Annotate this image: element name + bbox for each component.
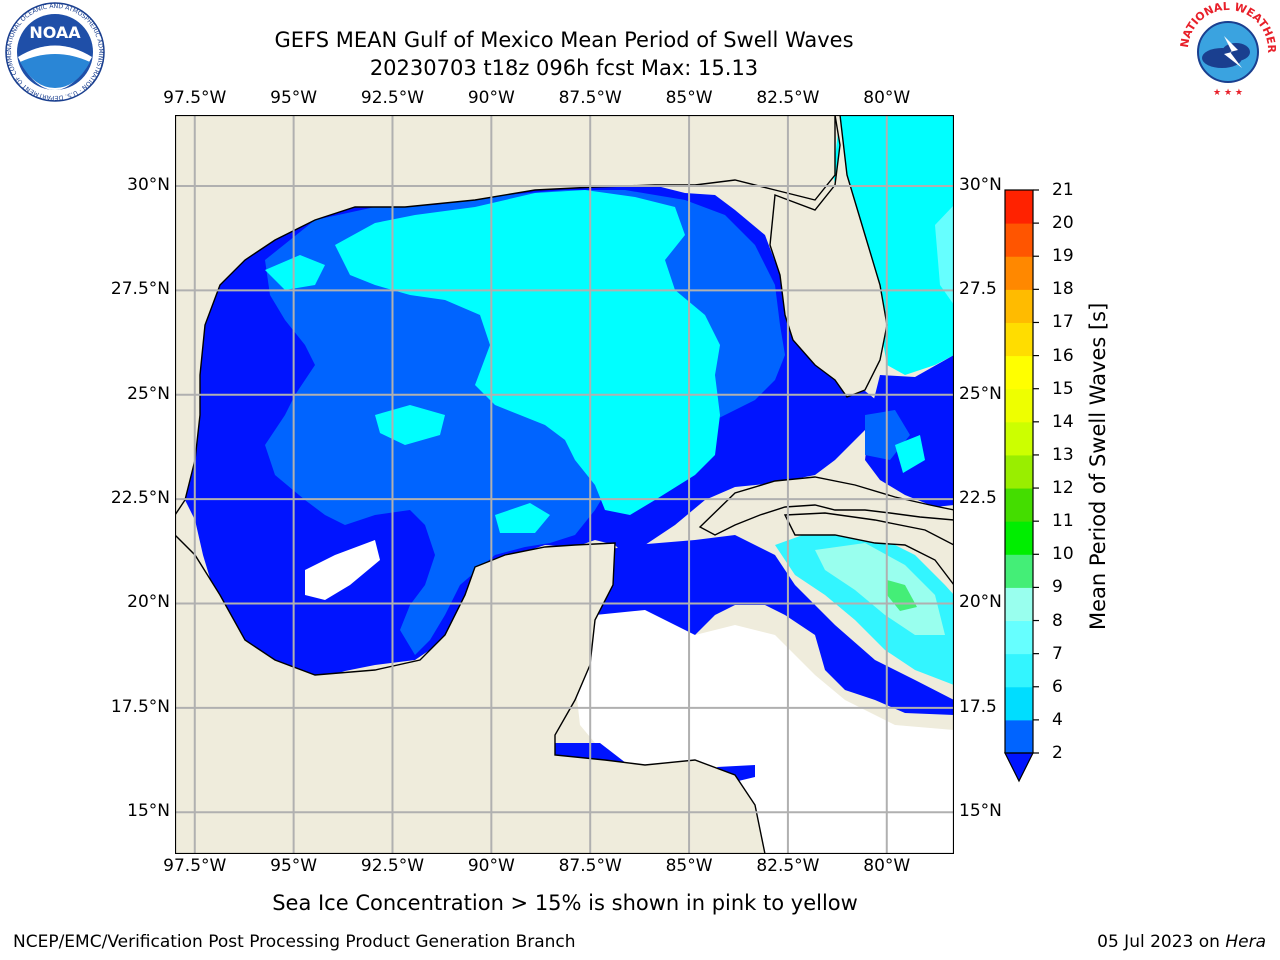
map-subtitle: 20230703 t18z 096h fcst Max: 15.13 — [369, 56, 759, 80]
atlantic-swell-field-4s — [833, 115, 954, 375]
colorbar — [1004, 189, 1039, 783]
machine-name: Hera — [1225, 932, 1266, 952]
lon-tick-label-bottom: 95°W — [270, 856, 318, 876]
noaa-logo: NATIONAL OCEANIC AND ATMOSPHERIC ADMINIS… — [4, 2, 105, 102]
colorbar-tick-label: 15 — [1052, 378, 1074, 399]
colorbar-tick-label: 12 — [1052, 478, 1074, 499]
caribbean-land-east — [783, 512, 954, 587]
colorbar-segment — [1005, 719, 1033, 754]
lon-tick-label-bottom: 92.5°W — [360, 856, 425, 876]
colorbar-under-extension — [1004, 752, 1034, 783]
lat-tick-label-right: 27.5 — [959, 279, 997, 300]
map-frame — [175, 115, 954, 854]
mexico-land — [175, 534, 766, 854]
caribbean-swell-field-7s — [815, 543, 945, 635]
lon-tick-label-bottom: 82.5°W — [756, 856, 820, 876]
lon-tick-label-bottom: 87.5°W — [558, 856, 622, 876]
lat-tick-label-right: 22.5 — [959, 488, 997, 509]
colorbar-tick-label: 10 — [1052, 544, 1074, 565]
graticule — [175, 115, 954, 854]
caribbean-swell-field-4s — [775, 527, 954, 685]
cuba-land — [698, 476, 954, 536]
lat-tick-label-left: 30°N — [127, 174, 170, 195]
colorbar-frame — [1004, 189, 1034, 754]
colorbar-tick-label: 7 — [1052, 643, 1063, 664]
nws-logo: NATIONAL WEATHER SERVICE ★ ★ ★ — [1176, 0, 1278, 98]
strait-patch — [895, 435, 925, 473]
colorbar-tick-label: 18 — [1052, 279, 1074, 300]
caribbean-swell-field-under — [575, 535, 954, 715]
map-panel — [175, 115, 954, 854]
colorbar-segment — [1005, 190, 1033, 224]
lat-tick-label-right: 17.5 — [959, 696, 997, 717]
gulf-swell-patch — [495, 503, 550, 533]
colorbar-segment — [1005, 587, 1033, 622]
no-data-region — [575, 610, 954, 854]
atlantic-swell-field-6s — [935, 205, 954, 305]
colorbar-segment — [1005, 223, 1033, 257]
colorbar-tick-label: 4 — [1052, 709, 1063, 730]
noaa-logo-text: NOAA — [29, 23, 81, 42]
lat-tick-label-left: 20°N — [127, 592, 170, 613]
colorbar-tick-label: 17 — [1052, 312, 1074, 333]
lon-tick-label-top: 97.5°W — [163, 88, 227, 108]
lon-tick-label-bottom: 90°W — [467, 856, 515, 876]
colorbar-segment — [1005, 620, 1033, 655]
lat-tick-label-right: 30°N — [959, 174, 1002, 195]
colorbar-tick-label: 20 — [1052, 213, 1074, 234]
colorbar-segment — [1005, 322, 1033, 357]
lon-tick-label-bottom: 85°W — [665, 856, 713, 876]
lat-tick-label-left: 15°N — [127, 801, 170, 822]
colorbar-tick-label: 16 — [1052, 345, 1074, 366]
colorbar-segment — [1005, 256, 1033, 290]
colorbar-segment — [1005, 388, 1033, 423]
colorbar-tick-label: 9 — [1052, 577, 1063, 598]
no-data-region — [305, 540, 380, 600]
gulf-swell-patch — [265, 255, 325, 290]
lon-tick-label-top: 87.5°W — [558, 88, 622, 108]
colorbar-title: Mean Period of Swell Waves [s] — [1086, 302, 1110, 630]
colorbar-tick-label: 8 — [1052, 610, 1063, 631]
generation-date: 05 Jul 2023 on Hera — [1097, 932, 1266, 952]
colorbar-tick-label: 6 — [1052, 676, 1063, 697]
lat-tick-label-right: 25°N — [959, 383, 1002, 404]
colorbar-segment — [1005, 454, 1033, 489]
lon-tick-label-top: 82.5°W — [756, 88, 820, 108]
lon-tick-label-bottom: 97.5°W — [163, 856, 227, 876]
lat-tick-label-right: 15°N — [959, 801, 1002, 822]
us-coast-land — [175, 115, 836, 517]
colorbar-segment — [1005, 521, 1033, 555]
colorbar-tick-label: 19 — [1052, 246, 1074, 267]
branch-credit: NCEP/EMC/Verification Post Processing Pr… — [13, 932, 576, 952]
colorbar-segment — [1005, 686, 1033, 721]
colorbar-tick-label: 11 — [1052, 511, 1074, 532]
lon-tick-label-top: 90°W — [467, 88, 515, 108]
colorbar-tick-label: 21 — [1052, 180, 1074, 200]
colorbar-tick-label: 2 — [1052, 743, 1063, 763]
sea-ice-note: Sea Ice Concentration > 15% is shown in … — [272, 891, 858, 915]
colorbar-segment — [1005, 355, 1033, 390]
colorbar-tick-label: 13 — [1052, 444, 1074, 465]
lat-tick-label-left: 27.5°N — [110, 279, 170, 300]
colorbar-segment — [1005, 653, 1033, 688]
lon-tick-label-top: 85°W — [665, 88, 713, 108]
colorbar-tick-label: 14 — [1052, 411, 1074, 432]
lon-tick-label-top: 95°W — [270, 88, 318, 108]
lat-tick-label-left: 17.5°N — [110, 696, 170, 717]
svg-text:★ ★ ★: ★ ★ ★ — [1213, 88, 1243, 98]
gulf-swell-field-4s — [335, 190, 720, 515]
colorbar-segment — [1005, 289, 1033, 323]
colorbar-segment — [1005, 421, 1033, 456]
lat-tick-label-left: 22.5°N — [110, 488, 170, 509]
colorbar-tick-labels: 2 4 6 7 8 9 10 11 12 13 14 15 16 17 18 19 20 21 — [1052, 0, 1112, 960]
colorbar-segment — [1005, 488, 1033, 522]
lat-tick-label-right: 20°N — [959, 592, 1002, 613]
map-title: GEFS MEAN Gulf of Mexico Mean Period of … — [274, 28, 854, 52]
lon-tick-label-top: 92.5°W — [360, 88, 425, 108]
lat-tick-label-left: 25°N — [127, 383, 170, 404]
lon-tick-label-bottom: 80°W — [863, 856, 911, 876]
florida-land — [769, 115, 888, 398]
colorbar-segment — [1005, 554, 1033, 588]
lon-tick-label-top: 80°W — [863, 88, 911, 108]
